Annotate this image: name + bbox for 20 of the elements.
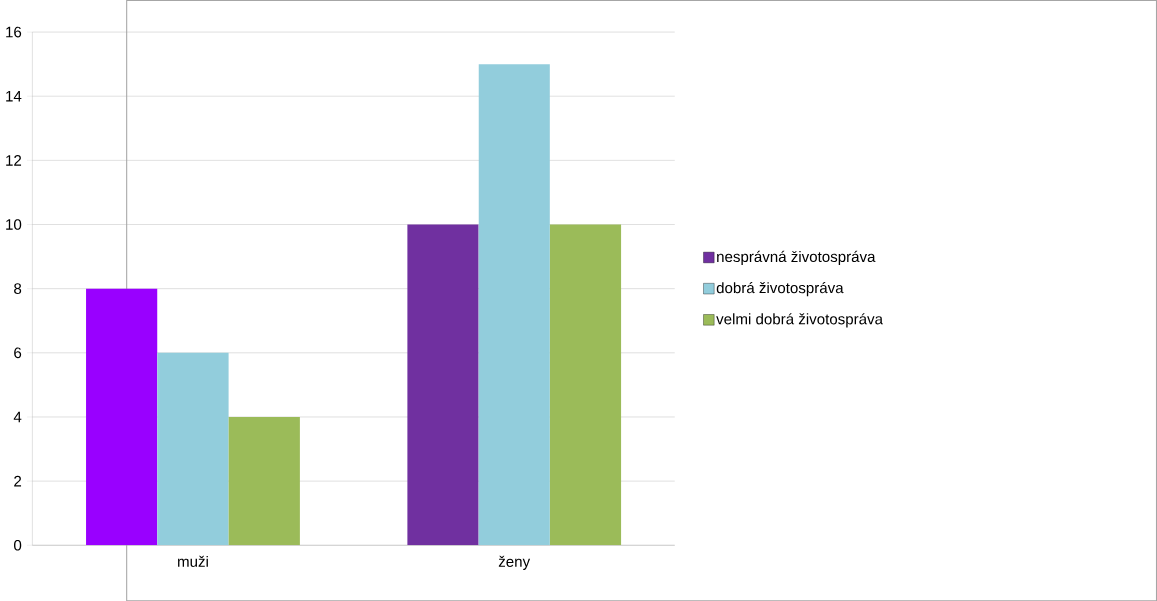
y-tick-label: 10	[6, 218, 22, 230]
y-tick-label: 16	[6, 26, 22, 38]
y-tick-label: 2	[14, 475, 22, 487]
y-tick-label: 0	[14, 539, 22, 551]
bar	[549, 224, 622, 546]
bar	[157, 352, 229, 546]
bar	[228, 416, 300, 546]
bar	[86, 288, 158, 546]
x-tick-label: muži	[178, 555, 208, 567]
y-tick-label: 6	[14, 347, 22, 358]
legend-label: velmi dobrá životospráva	[716, 312, 883, 328]
y-tick-label: 4	[13, 411, 22, 422]
x-tick-label: ženy	[498, 555, 531, 570]
y-tick-label: 14	[6, 90, 22, 102]
bar	[478, 63, 550, 546]
y-tick-label: 12	[6, 154, 22, 166]
y-tick-label: 8	[14, 283, 22, 294]
legend-label: nesprávná životospráva	[717, 250, 876, 265]
legend-label: dobrá životospráva	[716, 281, 844, 297]
bar	[407, 224, 479, 546]
